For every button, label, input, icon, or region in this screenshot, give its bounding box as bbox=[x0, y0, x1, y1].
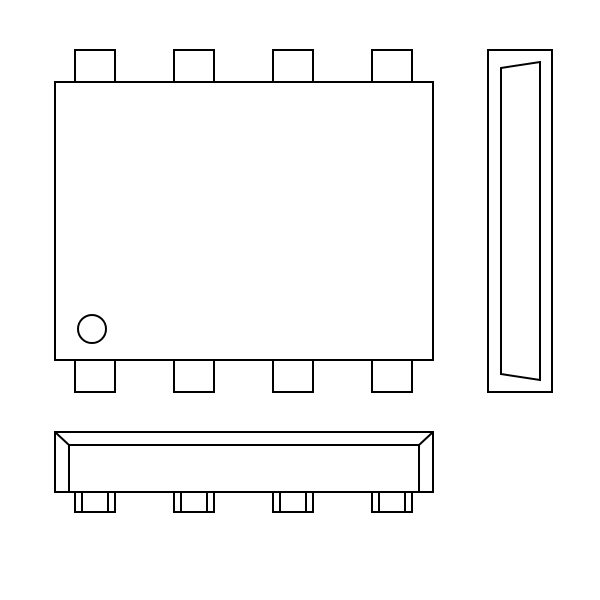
top-pin-8 bbox=[372, 50, 412, 82]
front-body bbox=[55, 432, 433, 492]
top-pin-6 bbox=[174, 50, 214, 82]
ic-package-diagram bbox=[0, 0, 600, 600]
side-view bbox=[488, 50, 552, 392]
top-body bbox=[55, 82, 433, 360]
top-pin-4 bbox=[372, 360, 412, 392]
top-pin-2 bbox=[174, 360, 214, 392]
top-pin-5 bbox=[75, 50, 115, 82]
front-view bbox=[55, 432, 433, 512]
top-pin-1 bbox=[75, 360, 115, 392]
top-pin-3 bbox=[273, 360, 313, 392]
top-view bbox=[55, 50, 433, 392]
top-pin-7 bbox=[273, 50, 313, 82]
side-inner bbox=[501, 62, 540, 380]
